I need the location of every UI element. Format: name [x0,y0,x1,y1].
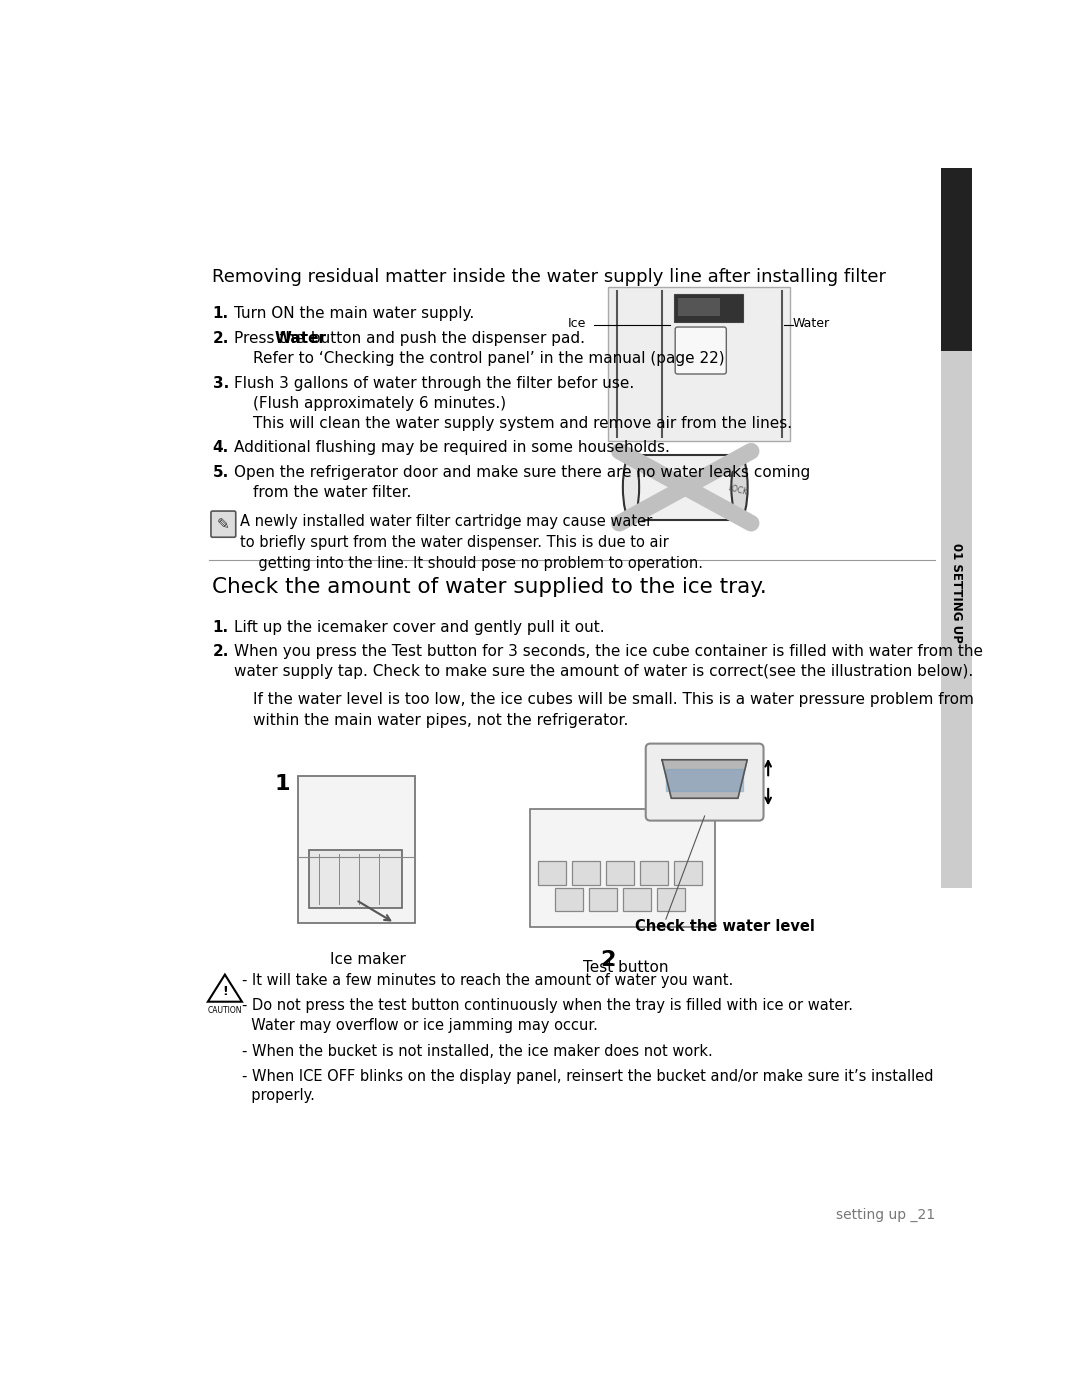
Bar [623,888,651,911]
Bar [555,888,583,911]
Text: button and push the dispenser pad.: button and push the dispenser pad. [306,331,584,346]
Bar [606,862,634,884]
Bar [674,293,743,321]
Text: CAUTION: CAUTION [207,1006,242,1016]
Text: Water: Water [275,331,327,346]
FancyBboxPatch shape [211,511,235,538]
Text: - When ICE OFF blinks on the display panel, reinsert the bucket and/or make sure: - When ICE OFF blinks on the display pan… [242,1069,933,1104]
Bar [677,298,720,316]
Text: !: ! [222,985,228,997]
Text: Refer to ‘Checking the control panel’ in the manual (page 22): Refer to ‘Checking the control panel’ in… [253,351,725,366]
Text: 3.: 3. [213,376,229,391]
Bar [309,849,403,908]
Text: (Flush approximately 6 minutes.): (Flush approximately 6 minutes.) [253,395,505,411]
Text: 2.: 2. [213,644,229,659]
Text: Ice: Ice [568,317,586,331]
Text: from the water filter.: from the water filter. [253,485,411,500]
Text: 2: 2 [600,950,616,970]
FancyBboxPatch shape [646,743,764,820]
Text: Lift up the icemaker cover and gently pull it out.: Lift up the icemaker cover and gently pu… [234,620,605,634]
Text: When you press the Test button for 3 seconds, the ice cube container is filled w: When you press the Test button for 3 sec… [234,644,983,659]
Bar [572,862,600,884]
Text: 01 SETTING UP: 01 SETTING UP [950,542,963,643]
Bar [941,351,972,888]
Bar [530,809,715,926]
Bar [941,168,972,351]
Text: 4.: 4. [213,440,229,455]
Text: 2.: 2. [213,331,229,346]
Text: This will clean the water supply system and remove air from the lines.: This will clean the water supply system … [253,415,792,430]
Text: ✎: ✎ [217,517,230,532]
FancyBboxPatch shape [675,327,727,374]
Text: 1: 1 [274,774,291,795]
Bar [298,777,415,923]
Bar [631,455,740,520]
Text: Open the refrigerator door and make sure there are no water leaks coming: Open the refrigerator door and make sure… [234,465,810,479]
Bar [590,888,617,911]
Text: Check the water level: Check the water level [635,919,814,935]
Bar [640,862,669,884]
Text: A newly installed water filter cartridge may cause water
to briefly spurt from t: A newly installed water filter cartridge… [240,514,703,571]
Text: LOCK: LOCK [727,483,748,497]
Text: Flush 3 gallons of water through the filter befor use.: Flush 3 gallons of water through the fil… [234,376,634,391]
Ellipse shape [623,455,639,520]
Bar [538,862,566,884]
Bar [658,888,685,911]
Text: water supply tap. Check to make sure the amount of water is correct(see the illu: water supply tap. Check to make sure the… [234,665,973,679]
Text: If the water level is too low, the ice cubes will be small. This is a water pres: If the water level is too low, the ice c… [253,692,974,728]
Bar [608,286,789,441]
Text: Water: Water [793,317,831,331]
Text: - When the bucket is not installed, the ice maker does not work.: - When the bucket is not installed, the … [242,1044,713,1059]
Text: 5.: 5. [213,465,229,479]
Text: 1.: 1. [213,306,229,321]
Text: - Do not press the test button continuously when the tray is filled with ice or : - Do not press the test button continuou… [242,997,853,1032]
Text: Test button: Test button [583,960,669,975]
Polygon shape [662,760,747,798]
Text: Turn ON the main water supply.: Turn ON the main water supply. [234,306,474,321]
Text: setting up _21: setting up _21 [836,1207,935,1222]
Text: Press the: Press the [234,331,310,346]
Text: 1.: 1. [213,620,229,634]
Text: Removing residual matter inside the water supply line after installing filter: Removing residual matter inside the wate… [213,268,887,286]
Bar [674,862,702,884]
Text: - It will take a few minutes to reach the amount of water you want.: - It will take a few minutes to reach th… [242,974,733,988]
Text: Additional flushing may be required in some households.: Additional flushing may be required in s… [234,440,670,455]
Text: Check the amount of water supplied to the ice tray.: Check the amount of water supplied to th… [213,577,767,598]
Ellipse shape [731,455,747,520]
Text: Ice maker: Ice maker [330,953,406,967]
